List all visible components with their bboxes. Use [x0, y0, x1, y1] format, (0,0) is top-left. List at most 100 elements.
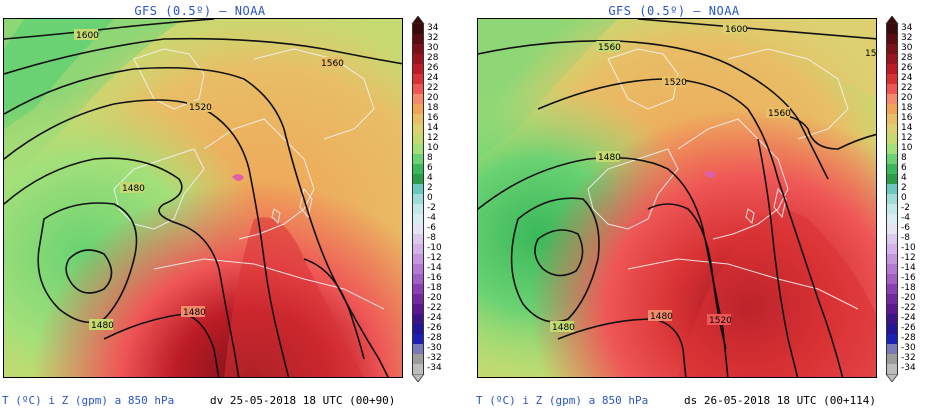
scale-label: -22 — [427, 303, 442, 313]
scale-label: -18 — [901, 283, 916, 293]
scale-label: -20 — [901, 293, 916, 303]
scale-label: 8 — [427, 153, 433, 163]
scale-swatch — [412, 74, 424, 84]
panel-title: GFS (0.5º) — NOAA — [134, 4, 266, 18]
panel-title: GFS (0.5º) — NOAA — [608, 4, 740, 18]
scale-label: -14 — [901, 263, 916, 273]
scale-label: -34 — [901, 363, 916, 373]
scale-label: 4 — [901, 173, 907, 183]
scale-label: 12 — [427, 133, 439, 143]
magenta-spot — [232, 174, 244, 181]
scale-swatch — [886, 124, 898, 134]
scale-label: -32 — [901, 353, 916, 363]
scale-label: 8 — [901, 153, 907, 163]
scale-swatch — [412, 124, 424, 134]
scale-label: 6 — [901, 163, 907, 173]
contour-label: 1560 — [321, 59, 344, 69]
scale-swatch — [886, 284, 898, 294]
scale-label: 28 — [427, 53, 439, 63]
scale-label: -4 — [427, 213, 436, 223]
scale-label: 6 — [427, 163, 433, 173]
scale-swatch — [412, 84, 424, 94]
scale-label: -24 — [427, 313, 442, 323]
contour-label: 1600 — [76, 31, 99, 41]
scale-swatch — [886, 64, 898, 74]
contour-label: 1480 — [552, 323, 575, 333]
contour-label: 1480 — [598, 153, 621, 163]
contour-1480 — [37, 202, 138, 324]
scale-swatch — [886, 274, 898, 284]
contour-label: 1520 — [709, 316, 732, 326]
scale-label: -6 — [901, 223, 910, 233]
scale-label: 26 — [427, 63, 439, 73]
magenta-spot — [704, 171, 716, 178]
scale-swatch — [886, 164, 898, 174]
temperature-map: 1600 1560 1520 1480 1480 1480 — [3, 18, 403, 378]
scale-top-arrow — [885, 16, 899, 24]
hot-plume — [678, 211, 876, 377]
scale-swatch — [886, 224, 898, 234]
scale-swatch — [886, 44, 898, 54]
scale-swatch — [886, 294, 898, 304]
contour-label: 1480 — [122, 184, 145, 194]
scale-label: -18 — [427, 283, 442, 293]
scale-swatch — [412, 184, 424, 194]
contour-1600 — [4, 19, 215, 40]
contour-label: 15 — [865, 49, 876, 59]
hot-plume — [224, 217, 363, 377]
scale-label: 4 — [427, 173, 433, 183]
contour-labels: 1600 1560 1520 1480 1480 1480 — [74, 29, 344, 331]
scale-swatch — [412, 134, 424, 144]
scale-swatch — [886, 234, 898, 244]
scale-bottom-arrow — [411, 374, 425, 382]
scale-swatch — [886, 34, 898, 44]
scale-swatch — [886, 84, 898, 94]
contour-label: 1560 — [598, 43, 621, 53]
scale-swatch — [412, 344, 424, 354]
scale-label: -26 — [901, 323, 916, 333]
scale-bottom-arrow — [885, 374, 899, 382]
scale-label: 10 — [427, 143, 439, 153]
scale-label: 34 — [427, 23, 439, 33]
scale-label: -22 — [901, 303, 916, 313]
scale-label: 30 — [901, 43, 913, 53]
scale-swatch — [412, 54, 424, 64]
map-panel-left: GFS (0.5º) — NOAA — [0, 0, 462, 418]
caption-variable: T (ºC) i Z (gpm) a 850 hPa — [476, 394, 649, 407]
scale-swatch — [886, 304, 898, 314]
scale-label: -10 — [427, 243, 442, 253]
contour-label: 1520 — [664, 78, 687, 88]
scale-swatch — [412, 24, 424, 34]
scale-swatch — [886, 114, 898, 124]
scale-swatch — [886, 204, 898, 214]
scale-swatch — [886, 354, 898, 364]
scale-swatch — [886, 54, 898, 64]
scale-label: 16 — [427, 113, 439, 123]
map-panel-right: GFS (0.5º) — NOAA — [474, 0, 932, 418]
scale-swatch — [412, 224, 424, 234]
scale-swatch — [886, 144, 898, 154]
scale-swatch — [412, 354, 424, 364]
scale-label: 22 — [901, 83, 913, 93]
scale-swatch — [886, 334, 898, 344]
scale-label: 32 — [427, 33, 439, 43]
scale-label: 26 — [901, 63, 913, 73]
scale-label: -28 — [427, 333, 442, 343]
coastlines — [587, 48, 859, 310]
scale-label: -28 — [901, 333, 916, 343]
scale-swatch — [886, 264, 898, 274]
scale-swatch — [412, 364, 424, 374]
scale-label: 34 — [901, 23, 913, 33]
scale-swatch — [412, 154, 424, 164]
scale-swatch — [886, 214, 898, 224]
scale-swatch — [886, 314, 898, 324]
scale-label: 2 — [901, 183, 907, 193]
scale-label: -12 — [427, 253, 442, 263]
scale-swatch — [412, 204, 424, 214]
scale-label: -16 — [427, 273, 442, 283]
scale-swatch — [412, 334, 424, 344]
scale-swatch — [886, 24, 898, 34]
scale-label: -8 — [427, 233, 436, 243]
scale-swatch — [412, 274, 424, 284]
scale-label: 28 — [901, 53, 913, 63]
